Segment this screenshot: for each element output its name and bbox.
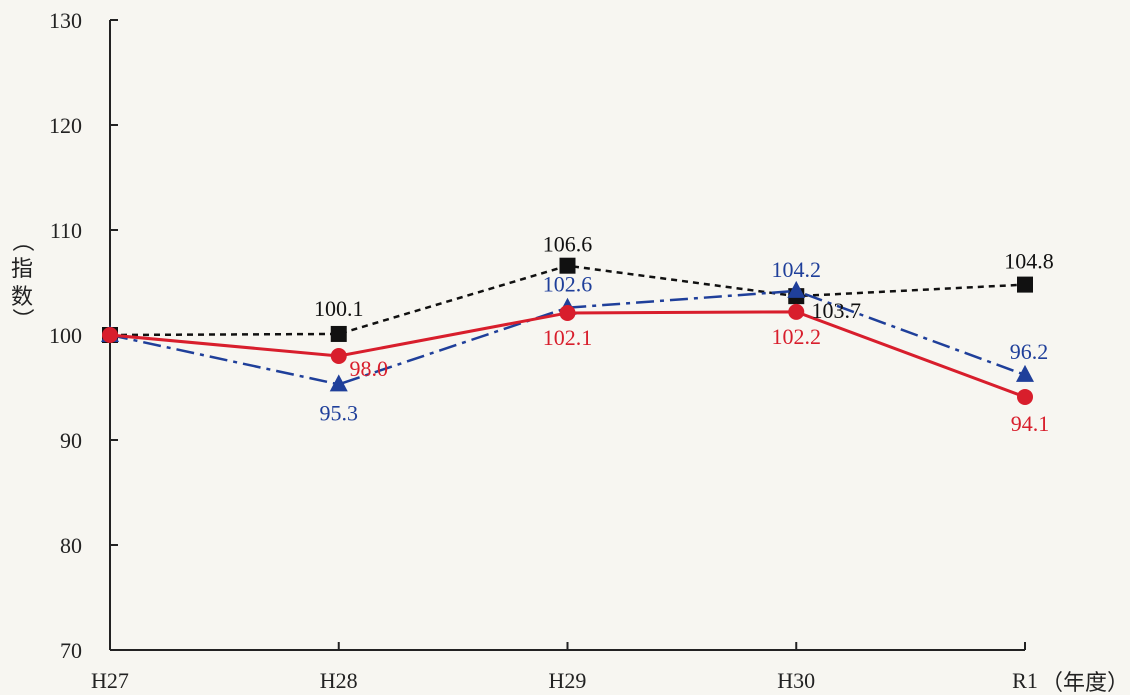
y-tick-label: 130 [49, 8, 82, 33]
x-tick-label: H27 [91, 668, 129, 693]
y-tick-label: 80 [60, 533, 82, 558]
y-tick-label: 90 [60, 428, 82, 453]
triangle-marker [329, 374, 348, 392]
square-marker [330, 325, 347, 342]
circle-marker [330, 348, 347, 364]
square-marker [559, 257, 576, 274]
data-label: 96.2 [1010, 339, 1049, 364]
circle-marker [788, 303, 805, 320]
y-axis-ticks: 70 80 90 100 110 120 130 [49, 8, 118, 663]
x-tick-label: R1 [1012, 668, 1038, 693]
series-group [101, 257, 1034, 405]
data-label: 102.2 [772, 324, 822, 349]
y-axis-label-char: 数 [11, 284, 33, 309]
circle-marker [559, 304, 576, 321]
circle-marker [1017, 388, 1033, 405]
x-axis-ticks: H27 H28 H29 H30 R1 [91, 642, 1038, 693]
y-axis-label-char: 指 [11, 256, 33, 281]
y-axis-label-char: （ [10, 230, 35, 252]
square-marker [1017, 276, 1033, 293]
data-label: 94.1 [1011, 411, 1050, 436]
triangle-marker [787, 280, 806, 298]
data-label: 102.6 [543, 272, 593, 297]
data-label: 98.0 [350, 356, 389, 381]
triangle-marker [1016, 364, 1034, 382]
x-tick-label: H30 [777, 668, 815, 693]
data-label: 103.7 [812, 298, 862, 323]
data-label: 95.3 [320, 400, 359, 425]
y-axis-label: （ 指数） [10, 230, 35, 330]
x-axis-unit: （年度） [1041, 670, 1129, 695]
data-label: 104.8 [1004, 249, 1054, 274]
series-line-triangle [109, 289, 1026, 386]
data-labels: 100.1 106.6 103.7 104.8 95.3 102.6 104.2 96.2 98… [314, 232, 1054, 436]
y-tick-label: 70 [60, 638, 82, 663]
y-axis-label-char: ） [10, 308, 35, 330]
circle-marker [102, 327, 118, 343]
data-label: 106.6 [543, 232, 593, 257]
data-label: 104.2 [772, 257, 822, 282]
x-tick-label: H28 [320, 668, 358, 693]
x-tick-label: H29 [549, 668, 587, 693]
y-tick-label: 100 [49, 323, 82, 348]
data-label: 102.1 [543, 325, 593, 350]
y-tick-label: 120 [49, 113, 82, 138]
data-label: 100.1 [314, 296, 364, 321]
y-tick-label: 110 [50, 218, 82, 243]
